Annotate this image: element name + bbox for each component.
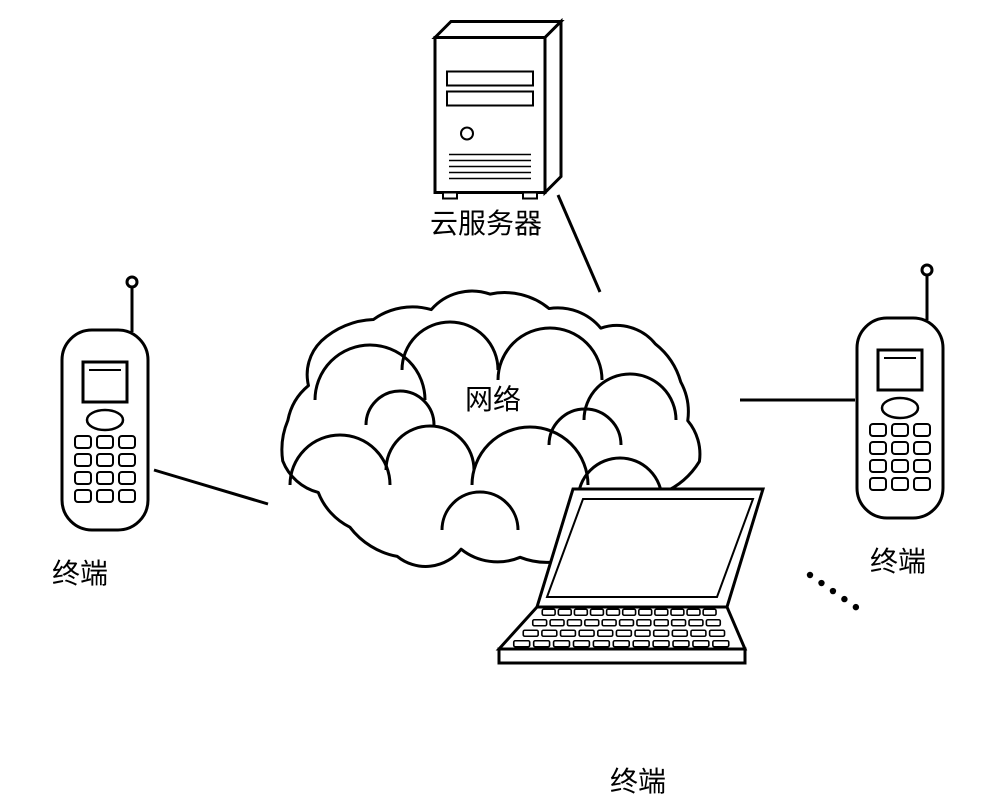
- phone-right-icon: [857, 265, 943, 518]
- ellipsis-icon: [807, 572, 859, 611]
- server-icon: [435, 22, 561, 199]
- phone-left-label: 终端: [52, 552, 108, 592]
- diagram-stage: 云服务器 网络 终端 终端 终端: [0, 0, 1000, 797]
- edge-phone_left-cloud: [154, 470, 268, 504]
- edge-server-cloud: [558, 195, 600, 292]
- phone-right-label: 终端: [870, 540, 926, 580]
- server-label: 云服务器: [430, 202, 542, 242]
- phone-left-icon: [62, 277, 148, 530]
- laptop-label: 终端: [610, 760, 666, 800]
- cloud-label: 网络: [465, 378, 521, 418]
